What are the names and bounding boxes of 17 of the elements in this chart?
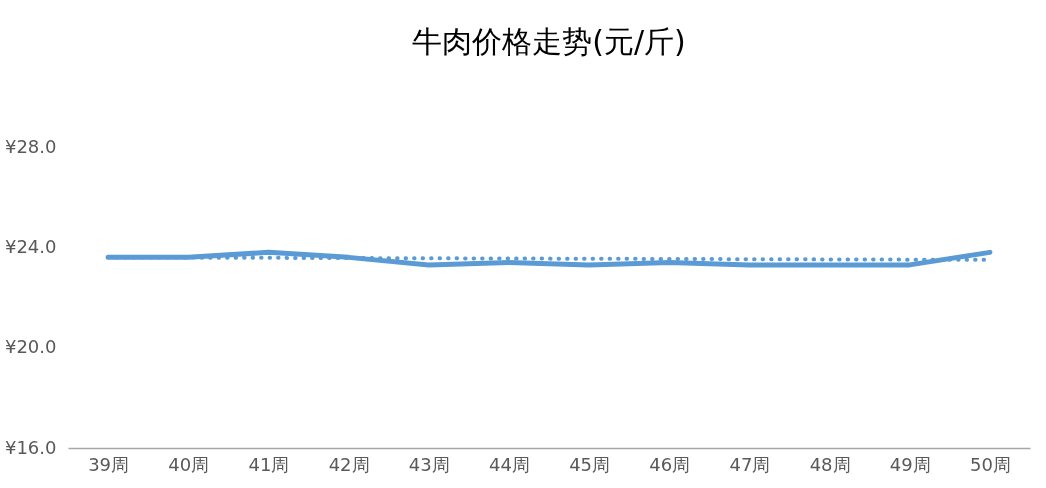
x-tick-label: 50周 bbox=[969, 453, 1011, 475]
y-tick-label: ¥28.0 bbox=[4, 135, 57, 157]
x-tick-label: 46周 bbox=[649, 453, 691, 475]
x-tick-label: 43周 bbox=[408, 453, 450, 475]
x-tick-label: 47周 bbox=[729, 453, 771, 475]
y-tick-label: ¥24.0 bbox=[4, 235, 57, 257]
x-tick-label: 41周 bbox=[248, 453, 290, 475]
y-tick-label: ¥16.0 bbox=[4, 436, 57, 458]
x-tick-label: 39周 bbox=[88, 453, 130, 475]
chart-title: 牛肉价格走势(元/斤) bbox=[412, 24, 686, 59]
y-tick-label: ¥20.0 bbox=[4, 336, 57, 358]
x-tick-label: 42周 bbox=[328, 453, 370, 475]
x-tick-label: 40周 bbox=[168, 453, 210, 475]
x-tick-label: 48周 bbox=[809, 453, 851, 475]
x-tick-label: 45周 bbox=[569, 453, 611, 475]
x-tick-label: 44周 bbox=[488, 453, 530, 475]
x-tick-label: 49周 bbox=[889, 453, 931, 475]
